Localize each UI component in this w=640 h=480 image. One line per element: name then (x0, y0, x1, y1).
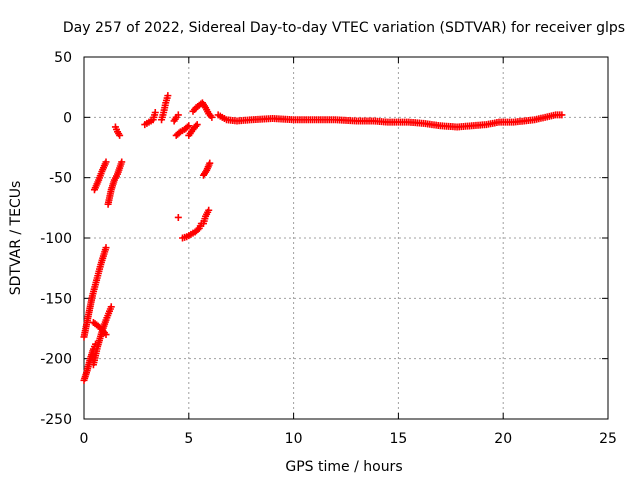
data-point (558, 111, 566, 119)
tick-layer: 0 5 10 15 20 25 -250 -200 -150 -100 -50 0 50 (40, 50, 617, 447)
y-tick-label: -50 (49, 171, 72, 187)
data-point (164, 92, 172, 100)
data-point (102, 244, 110, 252)
data-point (107, 303, 115, 311)
series-arc-17 (174, 213, 182, 221)
data-point (174, 213, 182, 221)
point-layer (80, 92, 566, 384)
data-point (174, 111, 182, 119)
chart-title: Day 257 of 2022, Sidereal Day-to-day VTE… (63, 20, 625, 36)
data-point (194, 226, 202, 234)
data-point (151, 109, 159, 117)
data-point (116, 131, 124, 139)
data-point (102, 158, 110, 166)
y-tick-label: -200 (40, 352, 72, 368)
data-point (193, 121, 201, 129)
x-tick-label: 0 (80, 431, 89, 447)
series-arc-9 (158, 92, 172, 124)
series-arc-7 (111, 123, 124, 139)
series-arc-12 (185, 121, 201, 139)
y-tick-label: -150 (40, 291, 72, 307)
x-tick-label: 20 (494, 431, 512, 447)
data-point (208, 113, 216, 121)
data-point (185, 122, 193, 130)
series-arc-15 (199, 206, 213, 228)
series-arc-18 (214, 111, 566, 131)
series-arc-3 (89, 303, 115, 369)
series-arc-8 (141, 109, 159, 129)
data-point (205, 206, 213, 214)
series-arc-10 (170, 111, 182, 125)
data-point (206, 159, 214, 167)
x-tick-label: 25 (599, 431, 617, 447)
series-arc-14 (179, 220, 205, 242)
data-point (183, 123, 191, 131)
series-arc-4 (89, 318, 110, 339)
y-tick-label: 50 (54, 50, 72, 66)
x-tick-label: 10 (285, 431, 303, 447)
y-tick-label: -250 (40, 412, 72, 428)
x-tick-label: 15 (389, 431, 407, 447)
y-tick-label: -100 (40, 231, 72, 247)
y-axis-label: SDTVAR / TECUs (8, 181, 24, 296)
y-tick-label: 0 (63, 110, 72, 126)
data-point (118, 158, 126, 166)
series-arc-16 (199, 159, 214, 179)
x-tick-label: 5 (184, 431, 193, 447)
series-arc-2 (80, 244, 110, 341)
data-point (102, 331, 110, 339)
series-arc-5 (90, 158, 110, 194)
x-axis-label: GPS time / hours (285, 459, 402, 475)
series-arc-6 (104, 158, 126, 208)
series-arc-11 (172, 122, 193, 139)
series-arc-13 (189, 99, 216, 121)
